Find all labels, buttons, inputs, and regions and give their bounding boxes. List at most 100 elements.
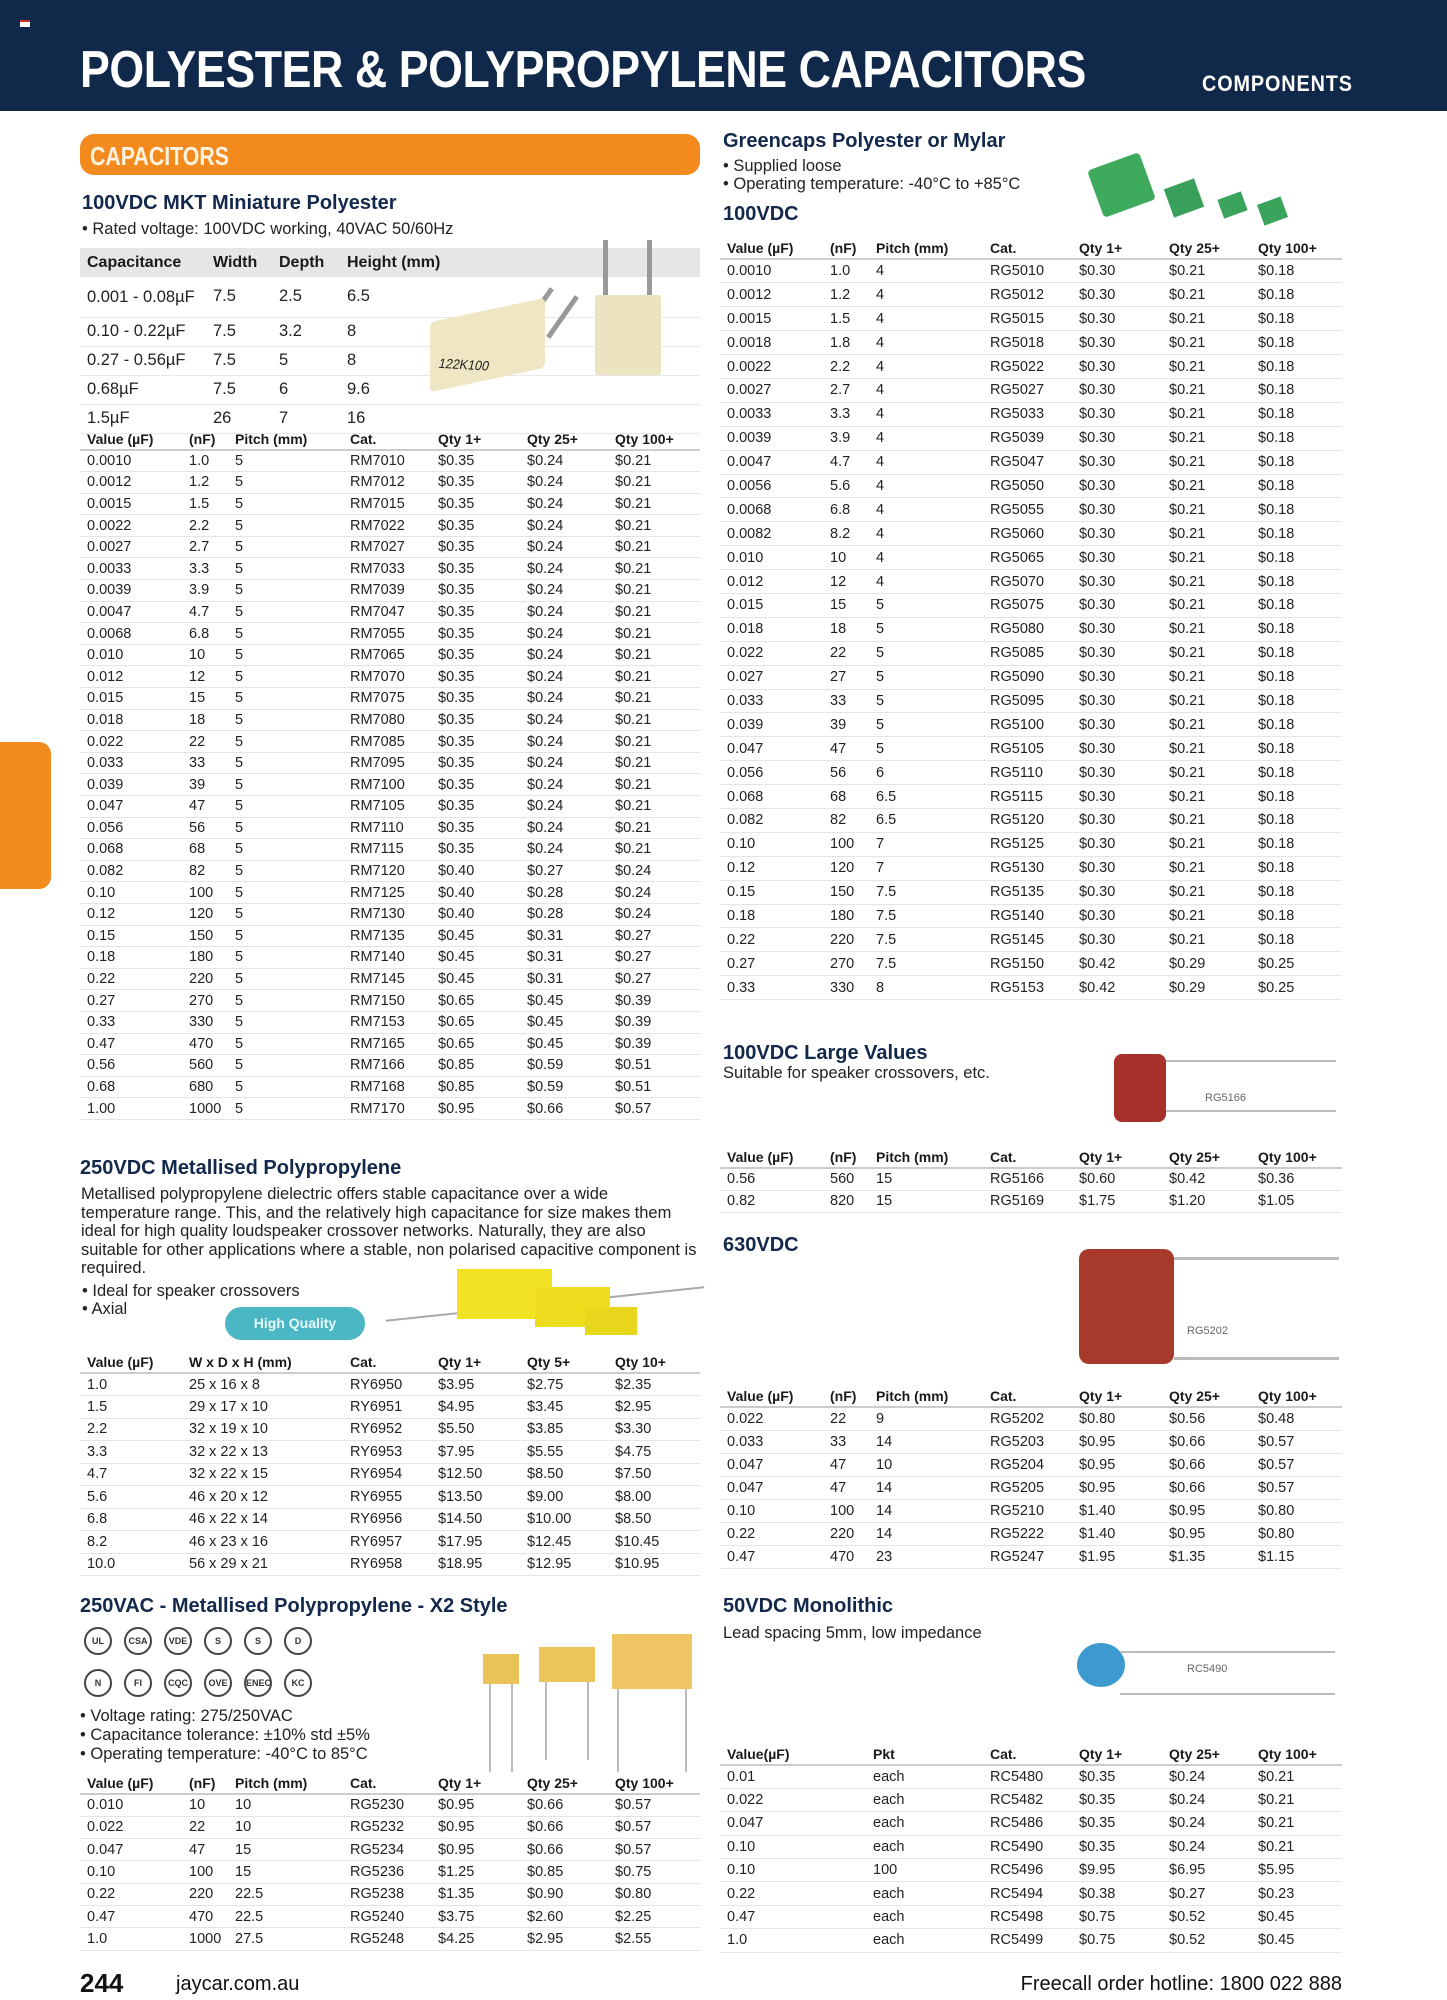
table-cell: 0.027	[720, 665, 823, 690]
column-header: Cat.	[343, 1772, 431, 1795]
table-cell: 4	[869, 402, 983, 427]
table-cell: $1.35	[431, 1883, 520, 1906]
table-cell: $0.35	[431, 579, 520, 602]
table-cell: $0.24	[520, 644, 608, 667]
table-cell: $0.35	[431, 450, 520, 473]
table-cell: $0.39	[608, 989, 700, 1012]
table-cell: 1.00	[80, 1097, 182, 1120]
table-cell: RG5110	[983, 760, 1072, 786]
table-cell: 1.8	[823, 330, 869, 356]
table-cell: RM7010	[343, 450, 431, 473]
table-cell: 0.022	[720, 641, 823, 666]
table-cell: 1.0	[80, 1927, 182, 1951]
mkt-price-table: Value (µF) (nF) Pitch (mm) Cat. Qty 1+ Qty 25…	[80, 428, 700, 1120]
table-cell: 1.0	[823, 259, 869, 284]
table-cell: $0.27	[608, 968, 700, 991]
certification-mark-icon: CSA	[124, 1627, 152, 1655]
table-row: 0.10 each RC5490 $0.35 $0.24 $0.21	[720, 1835, 1342, 1860]
table-row: 0.47 each RC5498 $0.75 $0.52 $0.45	[720, 1905, 1342, 1930]
table-cell: $0.30	[1072, 832, 1162, 857]
table-cell: $0.57	[608, 1816, 700, 1840]
table-row: 0.0010 1.0 5 RM7010 $0.35 $0.24 $0.21	[80, 450, 700, 473]
mono-subtitle: Lead spacing 5mm, low impedance	[723, 1624, 982, 1642]
table-cell: 0.012	[80, 665, 182, 689]
table-cell: $14.50	[431, 1508, 520, 1531]
table-cell: $0.21	[608, 644, 700, 667]
table-cell: 0.22	[720, 1881, 866, 1906]
table-cell: RM7170	[343, 1097, 431, 1120]
table-cell: $0.24	[520, 536, 608, 559]
table-cell: 5	[228, 601, 343, 624]
table-row: 0.047 47 14 RG5205 $0.95 $0.66 $0.57	[720, 1476, 1342, 1500]
table-cell: 15	[869, 1168, 983, 1191]
column-header: Qty 100+	[1251, 1385, 1342, 1408]
table-cell: 6.8	[823, 497, 869, 523]
table-cell: 0.18	[80, 946, 182, 969]
table-row: 0.022 22 5 RM7085 $0.35 $0.24 $0.21	[80, 730, 700, 753]
table-cell: $4.95	[431, 1395, 520, 1419]
table-cell: $0.57	[608, 1838, 700, 1862]
column-header: Qty 1+	[431, 428, 520, 451]
column-header: Value (µF)	[720, 237, 823, 260]
table-cell: $0.24	[520, 493, 608, 516]
table-row: 0.0047 4.7 5 RM7047 $0.35 $0.24 $0.21	[80, 601, 700, 624]
table-cell: 3.9	[182, 579, 228, 602]
column-header: Cat.	[983, 237, 1072, 260]
certification-mark-icon: OVE	[204, 1669, 232, 1697]
table-cell: $0.40	[431, 881, 520, 904]
table-cell: 0.015	[80, 687, 182, 710]
table-cell: $0.18	[1251, 521, 1342, 547]
table-cell: 5	[228, 622, 343, 645]
column-header: Qty 1+	[1072, 237, 1162, 260]
table-cell: $0.45	[431, 968, 520, 991]
table-row: 0.027 27 5 RG5090 $0.30 $0.21 $0.18	[720, 665, 1342, 690]
table-cell: $0.18	[1251, 330, 1342, 356]
column-header: (nF)	[823, 1146, 869, 1169]
table-cell: 27.5	[228, 1927, 343, 1951]
table-cell: $0.95	[431, 1097, 520, 1120]
table-cell: RG5012	[983, 282, 1072, 308]
table-cell: $0.39	[608, 1011, 700, 1034]
table-cell: $0.30	[1072, 689, 1162, 714]
table-cell: RM7130	[343, 903, 431, 926]
table-cell: 5	[869, 617, 983, 642]
table-cell: 0.033	[720, 689, 823, 714]
table-cell: $0.21	[1162, 402, 1251, 427]
table-cell: 4	[869, 545, 983, 571]
table-cell: $0.45	[520, 1011, 608, 1034]
table-cell: $0.21	[1162, 736, 1251, 762]
table-cell: 27	[823, 665, 869, 690]
table-cell: $1.15	[1251, 1545, 1342, 1569]
table-cell: $0.21	[608, 709, 700, 732]
table-cell: $0.42	[1072, 951, 1162, 977]
table-cell: $0.24	[520, 450, 608, 473]
table-row: 0.12 120 7 RG5130 $0.30 $0.21 $0.18	[720, 856, 1342, 881]
table-cell: $0.40	[431, 860, 520, 883]
table-row: 10.0 56 x 29 x 21 RY6958 $18.95 $12.95 $10.95	[80, 1553, 700, 1576]
website-link[interactable]: jaycar.com.au	[176, 1973, 300, 1995]
table-cell: $0.35	[1072, 1811, 1162, 1836]
table-cell: 10	[228, 1794, 343, 1817]
table-cell: 0.0033	[720, 402, 823, 427]
table-cell: 5	[228, 752, 343, 775]
column-header: Cat.	[983, 1743, 1072, 1766]
table-row: 0.0047 4.7 4 RG5047 $0.30 $0.21 $0.18	[720, 450, 1342, 475]
table-cell: $0.66	[1162, 1453, 1251, 1477]
table-cell: $0.21	[1162, 784, 1251, 809]
ry-price-table: Value (µF) W x D x H (mm) Cat. Qty 1+ Qty 5+…	[80, 1351, 700, 1576]
table-cell: 5	[228, 989, 343, 1012]
table-cell: 10	[182, 1794, 228, 1817]
table-cell: $0.36	[1251, 1168, 1342, 1191]
table-cell: $5.50	[431, 1418, 520, 1441]
table-cell: $0.25	[1251, 975, 1342, 1001]
table-row: 0.47 470 5 RM7165 $0.65 $0.45 $0.39	[80, 1033, 700, 1056]
table-cell: $1.75	[1072, 1190, 1162, 1213]
table-cell: $0.24	[520, 601, 608, 624]
table-cell: 560	[823, 1168, 869, 1191]
table-cell: $0.21	[1162, 880, 1251, 905]
table-cell: RG5169	[983, 1190, 1072, 1213]
table-cell: 14	[869, 1430, 983, 1454]
table-cell: $0.30	[1072, 474, 1162, 499]
table-row: 0.018 18 5 RG5080 $0.30 $0.21 $0.18	[720, 617, 1342, 642]
table-cell: RG5230	[343, 1794, 431, 1817]
